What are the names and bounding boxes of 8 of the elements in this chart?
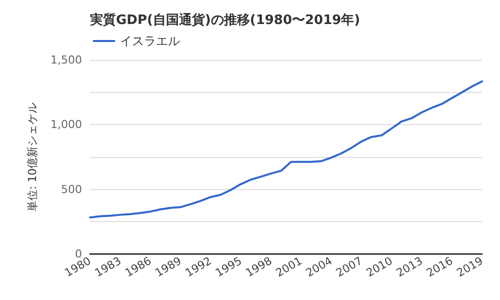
y-tick-label: 1,500 [50,54,82,66]
y-tick-label: 1,000 [50,118,82,132]
y-axis-title: 単位: 10億新シェケル [26,102,39,212]
legend-label: イスラエル [120,34,180,48]
chart-title: 実質GDP(自国通貨)の推移(1980〜2019年) [89,12,360,28]
line-series [89,80,483,219]
y-tick-label: 0 [75,248,82,260]
y-tick-label: 500 [61,182,82,196]
